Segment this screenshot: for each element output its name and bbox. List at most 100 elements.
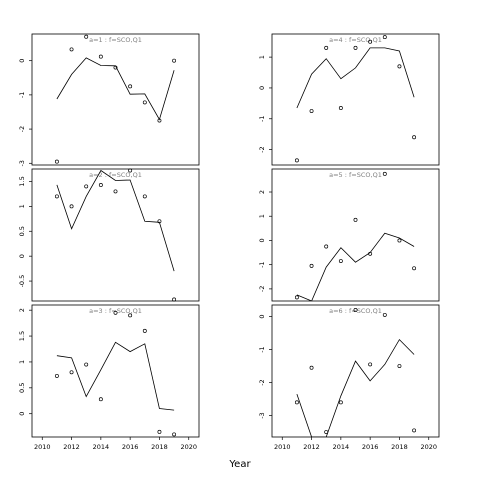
y-tick-label: 1 [258, 214, 266, 218]
y-tick-label: 0.5 [18, 226, 26, 236]
observation-point [113, 65, 118, 70]
observation-point [397, 364, 402, 368]
observation-point [338, 259, 343, 263]
fitted-line [56, 57, 175, 121]
observation-point [382, 35, 387, 40]
observation-point [172, 58, 177, 63]
observation-point [382, 171, 387, 176]
observation-point [353, 45, 358, 50]
observation-point [84, 34, 89, 39]
y-tick-label: 0 [18, 412, 26, 416]
observation-point [324, 430, 329, 434]
panel-frame [271, 304, 440, 438]
y-tick-label: 1 [18, 204, 26, 208]
observation-point [368, 362, 373, 367]
observation-point [84, 362, 89, 367]
y-tick-label: -2 [258, 286, 266, 292]
x-tick-label: 2016 [362, 443, 379, 451]
y-tick-label: -2 [258, 379, 266, 385]
x-axis-title: Year [229, 459, 251, 470]
observation-point [338, 106, 343, 110]
observation-point [128, 84, 133, 89]
y-tick-label: -1 [258, 116, 266, 122]
panel-a5: a=5 : f=SCO,Q1 2 1 0 -1 -2 [258, 168, 440, 302]
observation-point [69, 47, 74, 52]
x-tick-label: 2014 [93, 443, 110, 451]
observation-point [382, 312, 387, 317]
observation-point [98, 397, 103, 402]
observation-point [397, 238, 402, 243]
panel-title: a=2 : f=SCO,Q1 [89, 171, 142, 179]
observation-point [353, 308, 358, 312]
observation-point [294, 295, 299, 300]
observation-point [113, 189, 118, 194]
observation-point [84, 184, 89, 189]
observation-point [309, 365, 314, 370]
panel-title: a=5 : f=SCO,Q1 [329, 171, 382, 179]
observation-point [338, 400, 343, 405]
y-tick-label: -2 [258, 146, 266, 152]
y-tick-label: 0 [258, 86, 266, 90]
y-tick-label: 0 [18, 59, 26, 63]
y-tick-label: -0.5 [18, 275, 26, 288]
y-tick-label: 0 [18, 254, 26, 258]
observation-point [157, 118, 162, 123]
y-tick-label: -1 [18, 92, 26, 98]
x-tick-label: 2018 [391, 443, 408, 451]
x-tick-label: 2016 [122, 443, 139, 451]
observation-point [142, 100, 147, 105]
observation-point [412, 428, 417, 433]
observation-point [157, 429, 162, 434]
observation-point [98, 54, 103, 59]
y-tick-label: -3 [18, 160, 26, 166]
observation-point [309, 263, 314, 268]
fitted-line [56, 341, 175, 411]
observation-point [368, 39, 373, 44]
observation-point [172, 432, 177, 437]
panel-frame [31, 33, 200, 166]
fitted-line [56, 169, 175, 272]
observation-point [368, 251, 373, 256]
observation-point [54, 159, 59, 164]
panel-frame [31, 168, 200, 302]
observation-point [128, 313, 133, 318]
observation-point [172, 297, 177, 302]
panel-a1: a=1 : f=SCO,Q1 0 -1 -2 -3 [18, 33, 200, 167]
observation-point [54, 373, 59, 378]
panel-title: a=6 : f=SCO,Q1 [329, 307, 382, 315]
observation-point [69, 370, 74, 375]
observation-point [157, 219, 162, 224]
y-tick-label: 0 [258, 238, 266, 242]
observation-point [113, 310, 118, 315]
x-tick-label: 2010 [274, 443, 291, 451]
observation-point [412, 135, 417, 140]
observation-point [128, 168, 133, 173]
y-tick-label: 0.5 [18, 383, 26, 393]
x-tick-label: 2018 [151, 443, 168, 451]
observation-point [294, 158, 299, 163]
x-tick-label: 2012 [63, 443, 80, 451]
panel-title: a=4 : f=SCO,Q1 [329, 36, 382, 44]
x-tick-label: 2020 [180, 443, 197, 451]
y-tick-label: 1 [18, 360, 26, 364]
y-tick-label: 1.5 [18, 176, 26, 186]
fitted-line [296, 47, 415, 109]
observation-point [397, 64, 402, 69]
panel-frame [271, 33, 440, 166]
panel-frame [31, 304, 200, 438]
panel-frame [271, 168, 440, 302]
y-tick-label: -2 [18, 126, 26, 132]
observation-point [98, 182, 103, 187]
y-tick-label: 2 [18, 308, 26, 312]
y-tick-label: -1 [258, 346, 266, 352]
y-tick-label: -3 [258, 412, 266, 418]
x-tick-label: 2010 [34, 443, 51, 451]
fitted-line [296, 232, 415, 301]
x-tick-label: 2012 [303, 443, 320, 451]
observation-point [412, 266, 417, 271]
x-tick-label: 2014 [333, 443, 350, 451]
x-tick-label: 2020 [420, 443, 437, 451]
observation-point [324, 244, 329, 249]
observation-point [142, 194, 147, 199]
